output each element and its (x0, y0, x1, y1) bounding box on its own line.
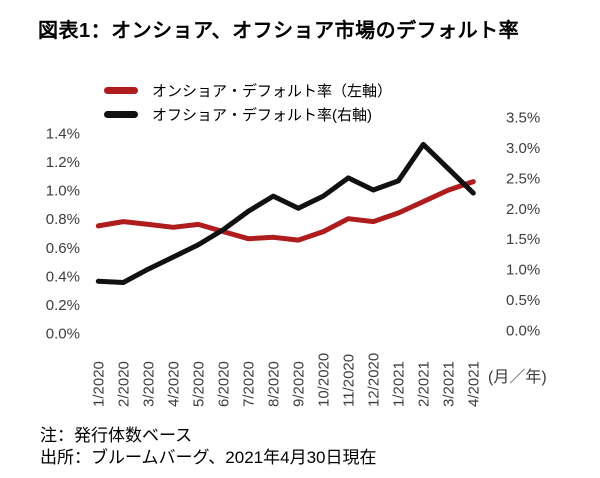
right-axis-tick: 1.0% (506, 262, 540, 279)
x-axis-tick: 4/2020 (165, 361, 182, 407)
legend-label-offshore: オフショア・デフォルト率(右軸) (152, 106, 372, 124)
x-axis-tick: 3/2020 (140, 361, 157, 407)
right-axis-tick: 0.0% (506, 323, 540, 340)
x-axis-unit-label: (月／年) (488, 368, 547, 386)
left-axis-tick: 0.8% (46, 211, 80, 228)
right-axis-tick: 2.0% (506, 201, 540, 218)
x-axis-tick: 10/2020 (315, 353, 332, 407)
note-text: 注：発行体数ベース (40, 426, 193, 445)
x-axis-tick: 1/2021 (390, 361, 407, 407)
onshore-default-rate-line (95, 179, 476, 243)
x-axis-tick: 7/2020 (240, 361, 257, 407)
legend-item-onshore: オンショア・デフォルト率（左軸） (104, 78, 392, 102)
x-axis-tick: 2/2020 (115, 361, 132, 407)
x-axis-tick: 5/2020 (190, 361, 207, 407)
right-axis-tick: 3.0% (506, 140, 540, 157)
legend: オンショア・デフォルト率（左軸） オフショア・デフォルト率(右軸) (104, 78, 392, 126)
right-axis-tick: 0.5% (506, 292, 540, 309)
right-axis-tick: 1.5% (506, 231, 540, 248)
x-axis-tick: 1/2020 (90, 361, 107, 407)
x-axis-tick: 8/2020 (265, 361, 282, 407)
left-axis-tick: 1.2% (46, 154, 80, 171)
right-axis-tick: 2.5% (506, 170, 540, 187)
left-axis-tick: 1.4% (46, 126, 80, 143)
x-axis-tick: 6/2020 (215, 361, 232, 407)
source-text: 出所：ブルームバーグ、2021年4月30日現在 (40, 448, 377, 467)
x-axis-tick: 9/2020 (290, 361, 307, 407)
left-axis-tick: 0.4% (46, 268, 80, 285)
legend-label-onshore: オンショア・デフォルト率（左軸） (152, 82, 393, 100)
legend-item-offshore: オフショア・デフォルト率(右軸) (104, 102, 392, 126)
page-title: 図表1：オンショア、オフショア市場のデフォルト率 (38, 20, 520, 42)
left-axis-tick: 0.6% (46, 240, 80, 257)
x-axis-tick: 4/2021 (465, 361, 482, 407)
offshore-line-swatch (104, 110, 138, 118)
left-axis-tick: 0.2% (46, 297, 80, 314)
offshore-default-rate-line (95, 141, 476, 285)
right-axis-tick: 3.5% (506, 110, 540, 127)
left-axis-tick: 0.0% (46, 326, 80, 343)
onshore-line-swatch (104, 86, 138, 94)
x-axis-tick: 12/2020 (365, 353, 382, 407)
left-axis-tick: 1.0% (46, 183, 80, 200)
x-axis-tick: 3/2021 (440, 361, 457, 407)
x-axis-tick: 2/2021 (415, 361, 432, 407)
x-axis-tick: 11/2020 (340, 354, 357, 407)
